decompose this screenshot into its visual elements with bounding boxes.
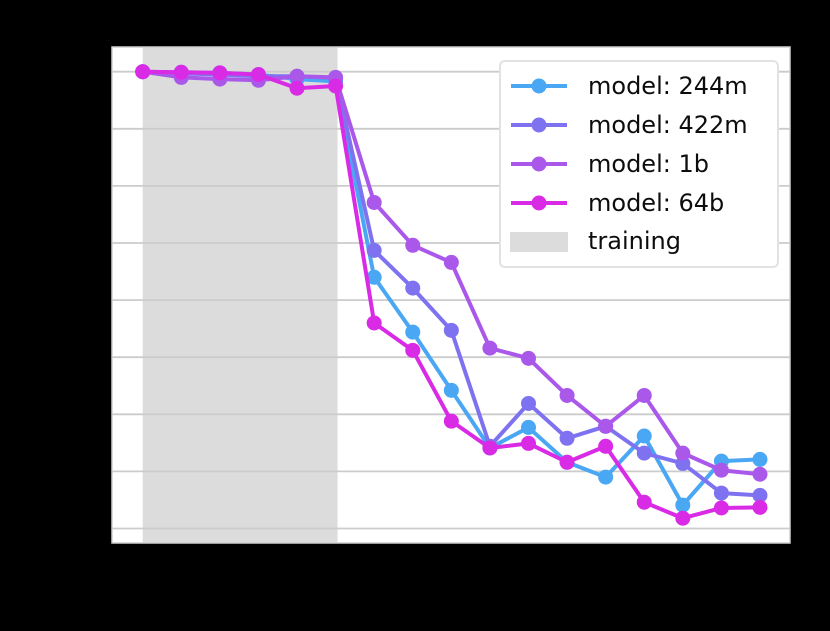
data-point-model-1b [482, 340, 498, 356]
data-point-model-244m [598, 469, 614, 485]
line-marker-icon [511, 156, 567, 172]
training-patch-icon [510, 231, 568, 252]
data-point-model-1b [443, 254, 459, 270]
data-point-model-64b [366, 315, 382, 331]
data-point-model-64b [598, 438, 614, 454]
data-point-model-1b [521, 350, 536, 366]
data-point-model-1b [366, 194, 382, 210]
data-point-model-64b [443, 413, 459, 429]
data-point-model-422m [521, 395, 536, 411]
legend-line-sample-model-64b [510, 193, 568, 213]
data-point-model-244m [675, 497, 691, 513]
data-point-model-64b [173, 64, 189, 80]
data-point-model-64b [328, 78, 344, 94]
legend-label-model-244m: model: 244m [588, 72, 748, 101]
data-point-model-1b [598, 418, 614, 434]
data-point-model-1b [752, 466, 768, 482]
data-point-model-64b [636, 494, 652, 510]
legend-label-model-422m: model: 422m [588, 110, 748, 139]
data-point-model-64b [405, 342, 421, 358]
legend-item-model-422m: model: 422m [501, 106, 777, 144]
legend-label-training: training [588, 227, 681, 256]
legend-item-model-1b: model: 1b [501, 145, 777, 183]
legend-line-sample-model-422m [510, 115, 568, 135]
data-point-model-64b [521, 435, 536, 451]
data-point-model-64b [289, 80, 305, 96]
legend: model: 244m model: 422m model: 1b [499, 60, 779, 268]
legend-item-model-64b: model: 64b [501, 184, 777, 222]
data-point-model-244m [405, 324, 421, 340]
data-point-model-422m [752, 487, 768, 503]
data-point-model-1b [675, 445, 691, 461]
legend-label-model-64b: model: 64b [588, 188, 725, 217]
legend-line-sample-model-244m [510, 76, 568, 96]
data-point-model-422m [559, 430, 575, 446]
data-point-model-244m [521, 419, 536, 435]
legend-item-model-244m: model: 244m [501, 67, 777, 105]
data-point-model-244m [752, 451, 768, 467]
data-point-model-64b [713, 500, 729, 516]
legend-patch-sample-training [510, 231, 568, 252]
data-point-model-64b [250, 67, 266, 83]
data-point-model-64b [482, 440, 498, 456]
data-point-model-1b [559, 387, 575, 403]
data-point-model-64b [135, 64, 151, 80]
data-point-model-422m [675, 455, 691, 471]
legend-item-training: training [501, 223, 777, 261]
legend-label-model-1b: model: 1b [588, 149, 709, 178]
line-marker-icon [511, 195, 567, 211]
data-point-model-244m [366, 269, 382, 285]
data-point-model-1b [636, 387, 652, 403]
data-point-model-422m [366, 242, 382, 258]
line-marker-icon [511, 78, 567, 94]
data-point-model-64b [559, 454, 575, 470]
data-point-model-422m [636, 445, 652, 461]
line-marker-icon [511, 117, 567, 133]
data-point-model-422m [713, 485, 729, 501]
training-region [142, 47, 338, 543]
data-point-model-1b [405, 237, 421, 253]
data-point-model-1b [289, 68, 305, 84]
legend-line-sample-model-1b [510, 154, 568, 174]
data-point-model-244m [443, 382, 459, 398]
data-point-model-1b [713, 462, 729, 478]
data-point-model-422m [405, 280, 421, 296]
data-point-model-64b [675, 510, 691, 526]
data-point-model-64b [212, 65, 228, 81]
data-point-model-422m [443, 322, 459, 338]
data-point-model-244m [636, 428, 652, 444]
data-point-model-64b [752, 499, 768, 515]
plot-border [111, 46, 791, 544]
